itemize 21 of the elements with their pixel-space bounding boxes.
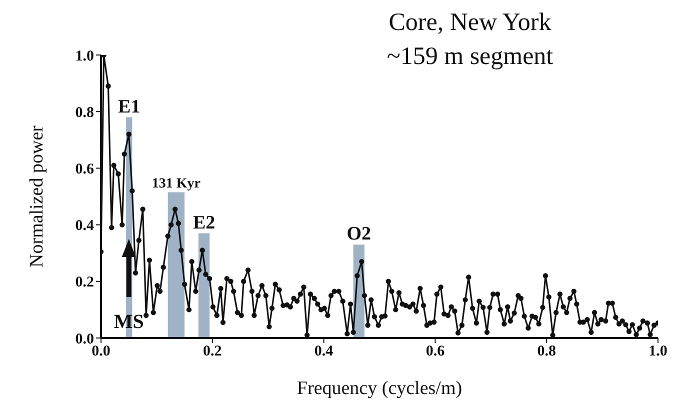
x-tick-label: 0.2 (203, 344, 222, 360)
y-axis-title: Normalized power (26, 124, 48, 268)
y-tick-label: 1.0 (75, 48, 94, 64)
x-tick-label: 0.6 (426, 344, 446, 360)
x-tick-label: 0.0 (92, 344, 110, 360)
chart-subtitle: ~159 m segment (386, 42, 554, 72)
band-label: O2 (346, 224, 372, 245)
chart-title: Core, New York (388, 8, 552, 38)
annotation: MS (114, 311, 144, 334)
y-tick-label: 0.2 (75, 274, 94, 291)
x-tick-label: 0.8 (537, 344, 556, 360)
y-tick-label: 0.4 (75, 218, 94, 234)
x-tick-label: 0.4 (314, 344, 334, 360)
y-tick-label: 0.8 (75, 104, 94, 121)
y-tick-label: 0.6 (75, 162, 94, 178)
x-tick-label: 1.0 (648, 344, 668, 360)
band-label: E1 (118, 96, 140, 118)
band-label: E2 (192, 212, 216, 234)
x-axis-title: Frequency (cycles/m) (296, 378, 462, 399)
band-label: 131 Kyr (152, 176, 200, 192)
y-tick-label: 0.0 (75, 331, 94, 348)
